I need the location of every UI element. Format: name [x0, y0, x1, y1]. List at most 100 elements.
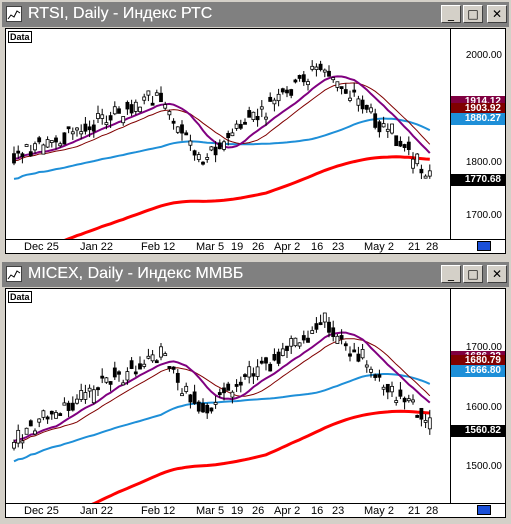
candle-body	[247, 366, 252, 378]
candle-body	[112, 367, 117, 378]
candle-body	[75, 398, 79, 404]
candle-body	[159, 346, 163, 358]
candle-body	[138, 363, 142, 370]
candle-body	[175, 126, 180, 133]
candle-body	[54, 137, 58, 143]
minimize-button[interactable]: _	[441, 5, 461, 23]
micex-price-plot[interactable]: Data	[5, 288, 451, 504]
candle-body	[369, 107, 373, 113]
x-tick: Feb 12	[141, 505, 176, 517]
candle-body	[133, 371, 138, 375]
last-price-badge: 1560.82	[451, 425, 505, 437]
candle-body	[385, 128, 390, 132]
candle-body	[406, 398, 411, 402]
candle-body	[280, 348, 285, 356]
micex-titlebar[interactable]: MICEX, Daily - Индекс ММВБ _ □ ✕	[2, 262, 509, 287]
candle-body	[356, 98, 361, 106]
candle-body	[125, 371, 130, 381]
candle-body	[217, 392, 222, 396]
x-tick: 28	[426, 505, 439, 517]
candle-body	[360, 349, 365, 359]
x-tick: Mar 5	[196, 505, 225, 517]
candle-body	[217, 142, 222, 150]
candle-body	[390, 123, 394, 134]
ma-short-line	[13, 331, 431, 443]
candle-body	[133, 101, 138, 112]
candle-body	[41, 144, 46, 155]
candle-body	[49, 140, 54, 143]
candle-body	[230, 391, 235, 398]
rtsi-price-plot[interactable]: Data	[5, 28, 451, 240]
candle-body	[83, 392, 88, 400]
candle-body	[276, 351, 281, 364]
candle-body	[142, 96, 147, 101]
y-tick: 1600.00	[465, 402, 502, 413]
ma-blue-badge: 1666.80	[451, 365, 505, 377]
candle-body	[306, 337, 310, 343]
x-tick: Apr 2	[274, 505, 301, 517]
candle-body	[234, 123, 239, 129]
candle-body	[12, 153, 16, 164]
candle-body	[117, 371, 121, 375]
candle-body	[201, 403, 205, 413]
x-tick: Jan 22	[80, 241, 114, 253]
candle-body	[171, 366, 176, 370]
candle-body	[45, 139, 50, 148]
candle-body	[163, 104, 168, 109]
micex-price-axis: 1700.00 1686.22 1680.79 1666.80 1600.00 …	[451, 288, 506, 504]
candle-body	[91, 389, 96, 404]
candle-body	[285, 345, 289, 351]
candle-body	[343, 343, 348, 347]
candle-body	[373, 374, 378, 378]
candle-body	[230, 132, 235, 137]
candle-body	[54, 412, 58, 419]
y-tick: 1700.00	[465, 210, 502, 221]
y-tick: 2000.00	[465, 50, 502, 61]
scroll-right-button[interactable]	[477, 505, 491, 515]
candle-body	[318, 322, 323, 326]
scroll-right-button[interactable]	[477, 241, 491, 251]
candle-body	[75, 127, 79, 131]
maximize-button[interactable]: □	[463, 5, 483, 23]
candle-body	[251, 111, 256, 120]
candle-body	[41, 410, 46, 418]
candle-body	[16, 429, 21, 444]
rtsi-price-axis: 2000.00 1914.12 1903.92 1880.27 1800.00 …	[451, 28, 506, 240]
x-tick: May 2	[364, 505, 394, 517]
candle-body	[20, 153, 25, 158]
y-tick: 1800.00	[465, 157, 502, 168]
maximize-button[interactable]: □	[463, 265, 483, 283]
ma-maroon-badge: 1903.92	[451, 103, 505, 115]
candle-body	[423, 420, 428, 423]
candle-body	[180, 393, 184, 397]
candle-body	[79, 390, 84, 400]
close-button[interactable]: ✕	[487, 5, 507, 23]
y-tick: 1500.00	[465, 461, 502, 472]
minimize-button[interactable]: _	[441, 265, 461, 283]
x-tick: 21	[408, 505, 421, 517]
candle-body	[335, 81, 340, 88]
candle-body	[369, 368, 373, 373]
candle-body	[79, 131, 84, 135]
close-button[interactable]: ✕	[487, 265, 507, 283]
candle-body	[272, 354, 277, 361]
candle-body	[184, 385, 189, 392]
ma-mid-line	[13, 82, 431, 162]
candle-body	[406, 141, 411, 150]
candle-body	[167, 111, 172, 116]
candle-body	[142, 363, 147, 367]
x-tick: 16	[311, 241, 324, 253]
rtsi-titlebar[interactable]: RTSI, Daily - Индекс РТС _ □ ✕	[2, 2, 509, 27]
candle-body	[331, 77, 336, 81]
candle-body	[188, 140, 193, 146]
candle-body	[322, 312, 327, 323]
rtsi-candles-svg	[12, 60, 432, 239]
chart-app-icon	[6, 6, 22, 22]
candle-body	[314, 66, 319, 70]
candle-body	[205, 157, 210, 160]
candle-body	[264, 116, 268, 120]
candle-body	[297, 342, 302, 347]
candle-body	[209, 146, 214, 151]
candle-body	[192, 391, 197, 404]
candle-body	[268, 96, 273, 102]
